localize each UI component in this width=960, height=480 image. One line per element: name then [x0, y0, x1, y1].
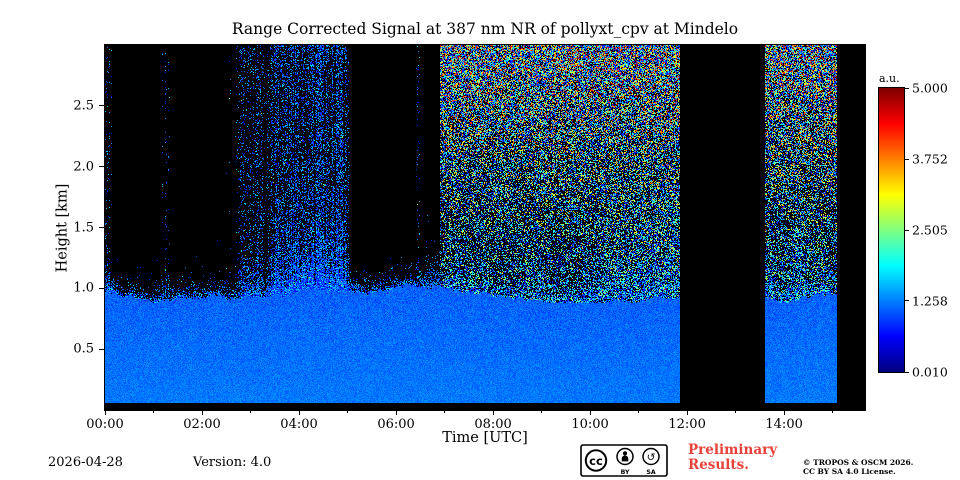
copyright-line1: © TROPOS & OSCM 2026.: [803, 458, 914, 467]
y-tick-mark: [99, 287, 105, 289]
x-minor-tick-mark: [735, 410, 737, 413]
x-minor-tick-mark: [250, 410, 252, 413]
x-tick-label: 08:00: [474, 417, 512, 432]
x-tick-label: 04:00: [280, 417, 318, 432]
x-minor-tick-mark: [347, 410, 349, 413]
preliminary-note: Preliminary Results.: [688, 443, 777, 473]
cc-icon: cc: [584, 449, 608, 472]
x-minor-tick-mark: [444, 410, 446, 413]
chart-title: Range Corrected Signal at 387 nm NR of p…: [231, 20, 739, 38]
x-minor-tick-mark: [153, 410, 154, 413]
x-tick-mark: [395, 410, 397, 415]
by-icon: BY: [616, 447, 634, 476]
x-minor-tick-mark: [832, 410, 834, 413]
y-tick-label: 2.0: [73, 159, 94, 175]
y-tick-mark: [99, 166, 105, 168]
colorbar-tick-mark: [905, 229, 909, 231]
colorbar-tick-mark: [905, 300, 909, 302]
x-minor-tick-mark: [638, 410, 640, 413]
colorbar-tick-label: 5.000: [912, 80, 948, 96]
svg-text:cc: cc: [589, 454, 603, 468]
y-tick-label: 2.5: [73, 98, 94, 114]
x-tick-mark: [492, 410, 494, 415]
y-tick-mark: [99, 105, 105, 107]
x-axis-label: Time [UTC]: [442, 430, 528, 446]
copyright-note: © TROPOS & OSCM 2026. CC BY SA 4.0 Licen…: [803, 458, 914, 476]
x-tick-mark: [686, 410, 688, 415]
preliminary-line2: Results.: [688, 457, 749, 473]
x-tick-label: 14:00: [765, 417, 803, 432]
y-tick-mark: [99, 227, 105, 228]
cc-license-badge: cc BY ↺ SA: [580, 444, 668, 477]
heatmap-canvas: [104, 44, 866, 411]
preliminary-line1: Preliminary: [688, 442, 778, 458]
colorbar-tick-label: 2.505: [912, 222, 948, 238]
y-tick-label: 0.5: [73, 341, 94, 357]
colorbar: [878, 87, 905, 373]
x-tick-mark: [298, 410, 300, 415]
x-minor-tick-mark: [541, 410, 543, 413]
y-tick-label: 1.5: [73, 220, 94, 235]
svg-text:BY: BY: [621, 469, 630, 476]
x-tick-label: 12:00: [668, 417, 706, 432]
x-tick-label: 10:00: [571, 417, 609, 432]
measurement-date: 2026-04-28: [48, 455, 123, 470]
x-tick-mark: [589, 410, 591, 415]
y-tick-mark: [99, 348, 105, 350]
colorbar-tick-label: 0.010: [912, 364, 948, 380]
sa-icon: ↺ SA: [642, 447, 660, 476]
colorbar-unit-label: a.u.: [879, 72, 900, 85]
x-tick-label: 00:00: [86, 417, 124, 432]
colorbar-tick-mark: [905, 158, 909, 160]
svg-text:SA: SA: [646, 469, 655, 476]
x-tick-label: 06:00: [377, 417, 415, 432]
colorbar-tick-label: 1.258: [912, 293, 948, 309]
svg-text:↺: ↺: [647, 451, 656, 463]
x-tick-mark: [104, 410, 106, 415]
version-label: Version: 4.0: [193, 455, 272, 470]
x-tick-mark: [783, 410, 785, 415]
x-tick-label: 02:00: [183, 417, 221, 432]
y-tick-label: 1.0: [73, 280, 94, 296]
copyright-line2: CC BY SA 4.0 License.: [803, 466, 896, 476]
colorbar-tick-mark: [905, 87, 909, 89]
colorbar-tick-mark: [905, 371, 909, 373]
x-tick-mark: [201, 410, 203, 415]
colorbar-tick-label: 3.752: [912, 151, 948, 167]
